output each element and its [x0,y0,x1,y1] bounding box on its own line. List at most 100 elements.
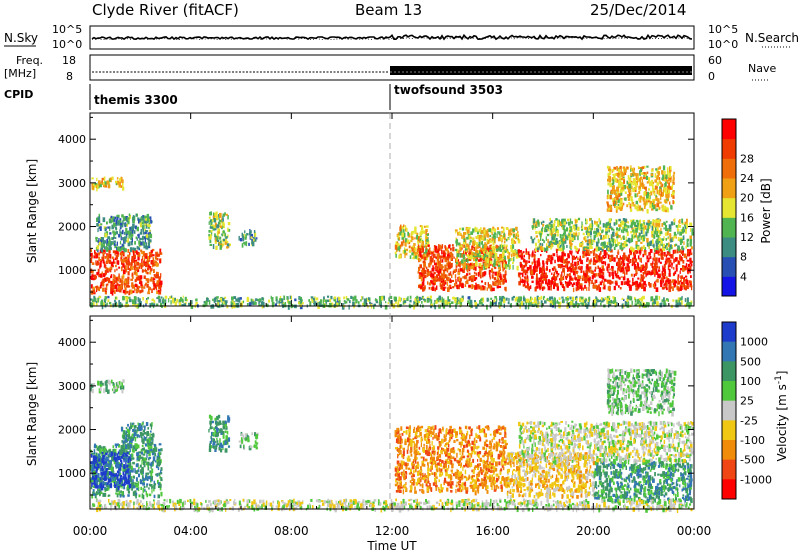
range-cell [134,250,135,253]
range-cell [134,262,135,266]
range-cell [137,246,138,249]
range-cell [594,269,596,271]
noise-left-tick-top: 10^5 [52,23,82,36]
range-cell [587,252,589,254]
range-cell [597,300,600,302]
range-cell [448,250,450,253]
range-cell [665,229,668,232]
range-cell [628,184,631,189]
range-cell [612,190,614,193]
range-cell [521,267,523,271]
range-cell [642,296,645,300]
range-cell [96,262,99,265]
range-cell [479,300,481,305]
range-cell [441,267,443,271]
range-cell [668,190,670,194]
range-cell [670,166,672,170]
range-cell [572,238,575,241]
range-cell [445,287,446,289]
range-cell [334,297,336,300]
range-cell [145,303,147,306]
range-cell [540,237,541,241]
range-cell [639,298,641,300]
range-cell [103,240,105,244]
range-cell [641,230,643,234]
range-cell [621,247,623,250]
range-cell [652,261,653,264]
range-cell [636,269,638,273]
range-cell [595,267,597,270]
range-cell [422,287,424,292]
range-cell [626,167,628,169]
range-cell [214,218,216,222]
range-cell [411,231,413,235]
range-cell [621,230,622,233]
range-cell [112,218,113,223]
range-cell [434,263,436,266]
range-cell [298,302,300,304]
range-cell [492,274,494,278]
range-cell [654,274,655,277]
range-cell [606,266,608,271]
range-cell [654,302,656,305]
range-cell [664,179,666,181]
range-cell [140,275,143,279]
range-cell [666,238,668,241]
range-cell [680,275,683,279]
range-cell [590,223,592,228]
range-cell [411,239,412,242]
range-cell [556,218,557,220]
range-cell [127,265,128,267]
range-cell [439,269,441,274]
range-cell [459,282,461,287]
range-cell [666,298,668,300]
range-cell [220,225,222,228]
range-cell [557,244,560,248]
range-cell [409,300,411,303]
range-cell [156,286,157,291]
range-cell [91,256,93,258]
range-cell [99,242,101,246]
range-cell [679,302,682,305]
range-cell [147,272,149,275]
cpid-program-themis: themis 3300 [94,93,178,107]
range-cell [467,259,469,263]
range-cell [129,214,131,217]
range-cell [544,227,546,231]
range-cell [98,216,101,221]
range-cell [533,266,536,271]
range-cell [487,298,489,302]
range-cell [426,225,429,228]
range-cell [481,258,483,261]
range-cell [494,281,497,286]
range-cell [355,299,357,303]
range-cell [658,266,660,269]
range-cell [109,302,111,304]
range-cell [594,241,595,243]
range-cell [124,224,127,226]
range-cell [158,494,161,498]
range-cell [551,273,552,275]
range-cell [586,264,588,268]
range-cell [651,173,654,176]
range-cell [662,204,664,209]
range-cell [108,278,110,283]
range-cell [643,287,646,292]
range-cell [111,220,113,223]
range-cell [623,186,624,189]
range-cell [622,298,624,300]
range-cell [327,300,330,303]
range-cell [424,226,426,228]
range-cell [557,222,559,227]
range-cell [573,288,574,293]
range-cell [680,271,681,274]
range-cell [283,296,285,301]
range-cell [557,254,558,258]
range-cell [575,266,577,269]
range-cell [97,228,98,232]
range-cell [681,247,682,250]
range-cell [525,276,527,279]
range-cell [561,234,564,236]
range-cell [152,303,155,305]
range-cell [481,231,483,234]
